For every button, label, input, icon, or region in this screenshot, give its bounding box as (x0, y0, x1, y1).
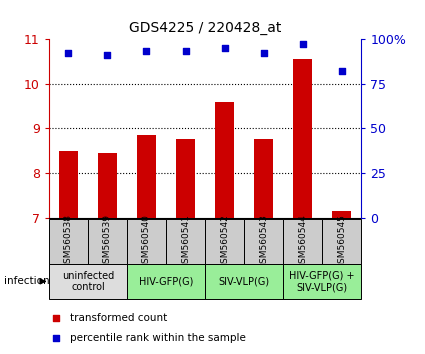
Text: GSM560542: GSM560542 (220, 214, 229, 269)
FancyBboxPatch shape (205, 264, 283, 299)
Point (52, 315, 59, 321)
Text: uninfected
control: uninfected control (62, 270, 114, 292)
Bar (176, 139, 196, 218)
FancyBboxPatch shape (283, 264, 361, 299)
Text: GSM560543: GSM560543 (259, 214, 268, 269)
Point (65, 50, 72, 56)
FancyBboxPatch shape (166, 219, 205, 264)
Text: HIV-GFP(G) +
SIV-VLP(G): HIV-GFP(G) + SIV-VLP(G) (289, 270, 355, 292)
Text: GSM560540: GSM560540 (142, 214, 151, 269)
Text: GSM560539: GSM560539 (103, 214, 112, 269)
FancyBboxPatch shape (88, 219, 127, 264)
Bar (98, 153, 117, 218)
Title: GDS4225 / 220428_at: GDS4225 / 220428_at (129, 21, 281, 35)
Point (338, 68, 345, 74)
Text: GSM560541: GSM560541 (181, 214, 190, 269)
FancyBboxPatch shape (244, 219, 283, 264)
FancyBboxPatch shape (49, 219, 88, 264)
Bar (215, 102, 234, 218)
Bar (332, 211, 351, 218)
Point (52, 335, 59, 341)
Point (299, 41, 306, 47)
Bar (137, 135, 156, 218)
Point (143, 48, 150, 54)
FancyBboxPatch shape (127, 219, 166, 264)
Bar (59, 151, 78, 218)
Text: SIV-VLP(G): SIV-VLP(G) (218, 276, 270, 286)
Text: infection: infection (4, 276, 50, 286)
Text: GSM560544: GSM560544 (298, 214, 307, 269)
Point (260, 50, 267, 56)
Text: GSM560538: GSM560538 (64, 214, 73, 269)
Point (182, 48, 189, 54)
FancyBboxPatch shape (322, 219, 361, 264)
FancyBboxPatch shape (283, 219, 322, 264)
FancyBboxPatch shape (205, 219, 244, 264)
FancyBboxPatch shape (49, 264, 127, 299)
Text: transformed count: transformed count (70, 313, 167, 323)
Point (104, 52, 111, 58)
Text: HIV-GFP(G): HIV-GFP(G) (139, 276, 193, 286)
Text: GSM560545: GSM560545 (337, 214, 346, 269)
Point (221, 45, 228, 51)
Text: percentile rank within the sample: percentile rank within the sample (70, 332, 246, 343)
Bar (254, 139, 273, 218)
FancyBboxPatch shape (127, 264, 205, 299)
Bar (293, 59, 312, 218)
